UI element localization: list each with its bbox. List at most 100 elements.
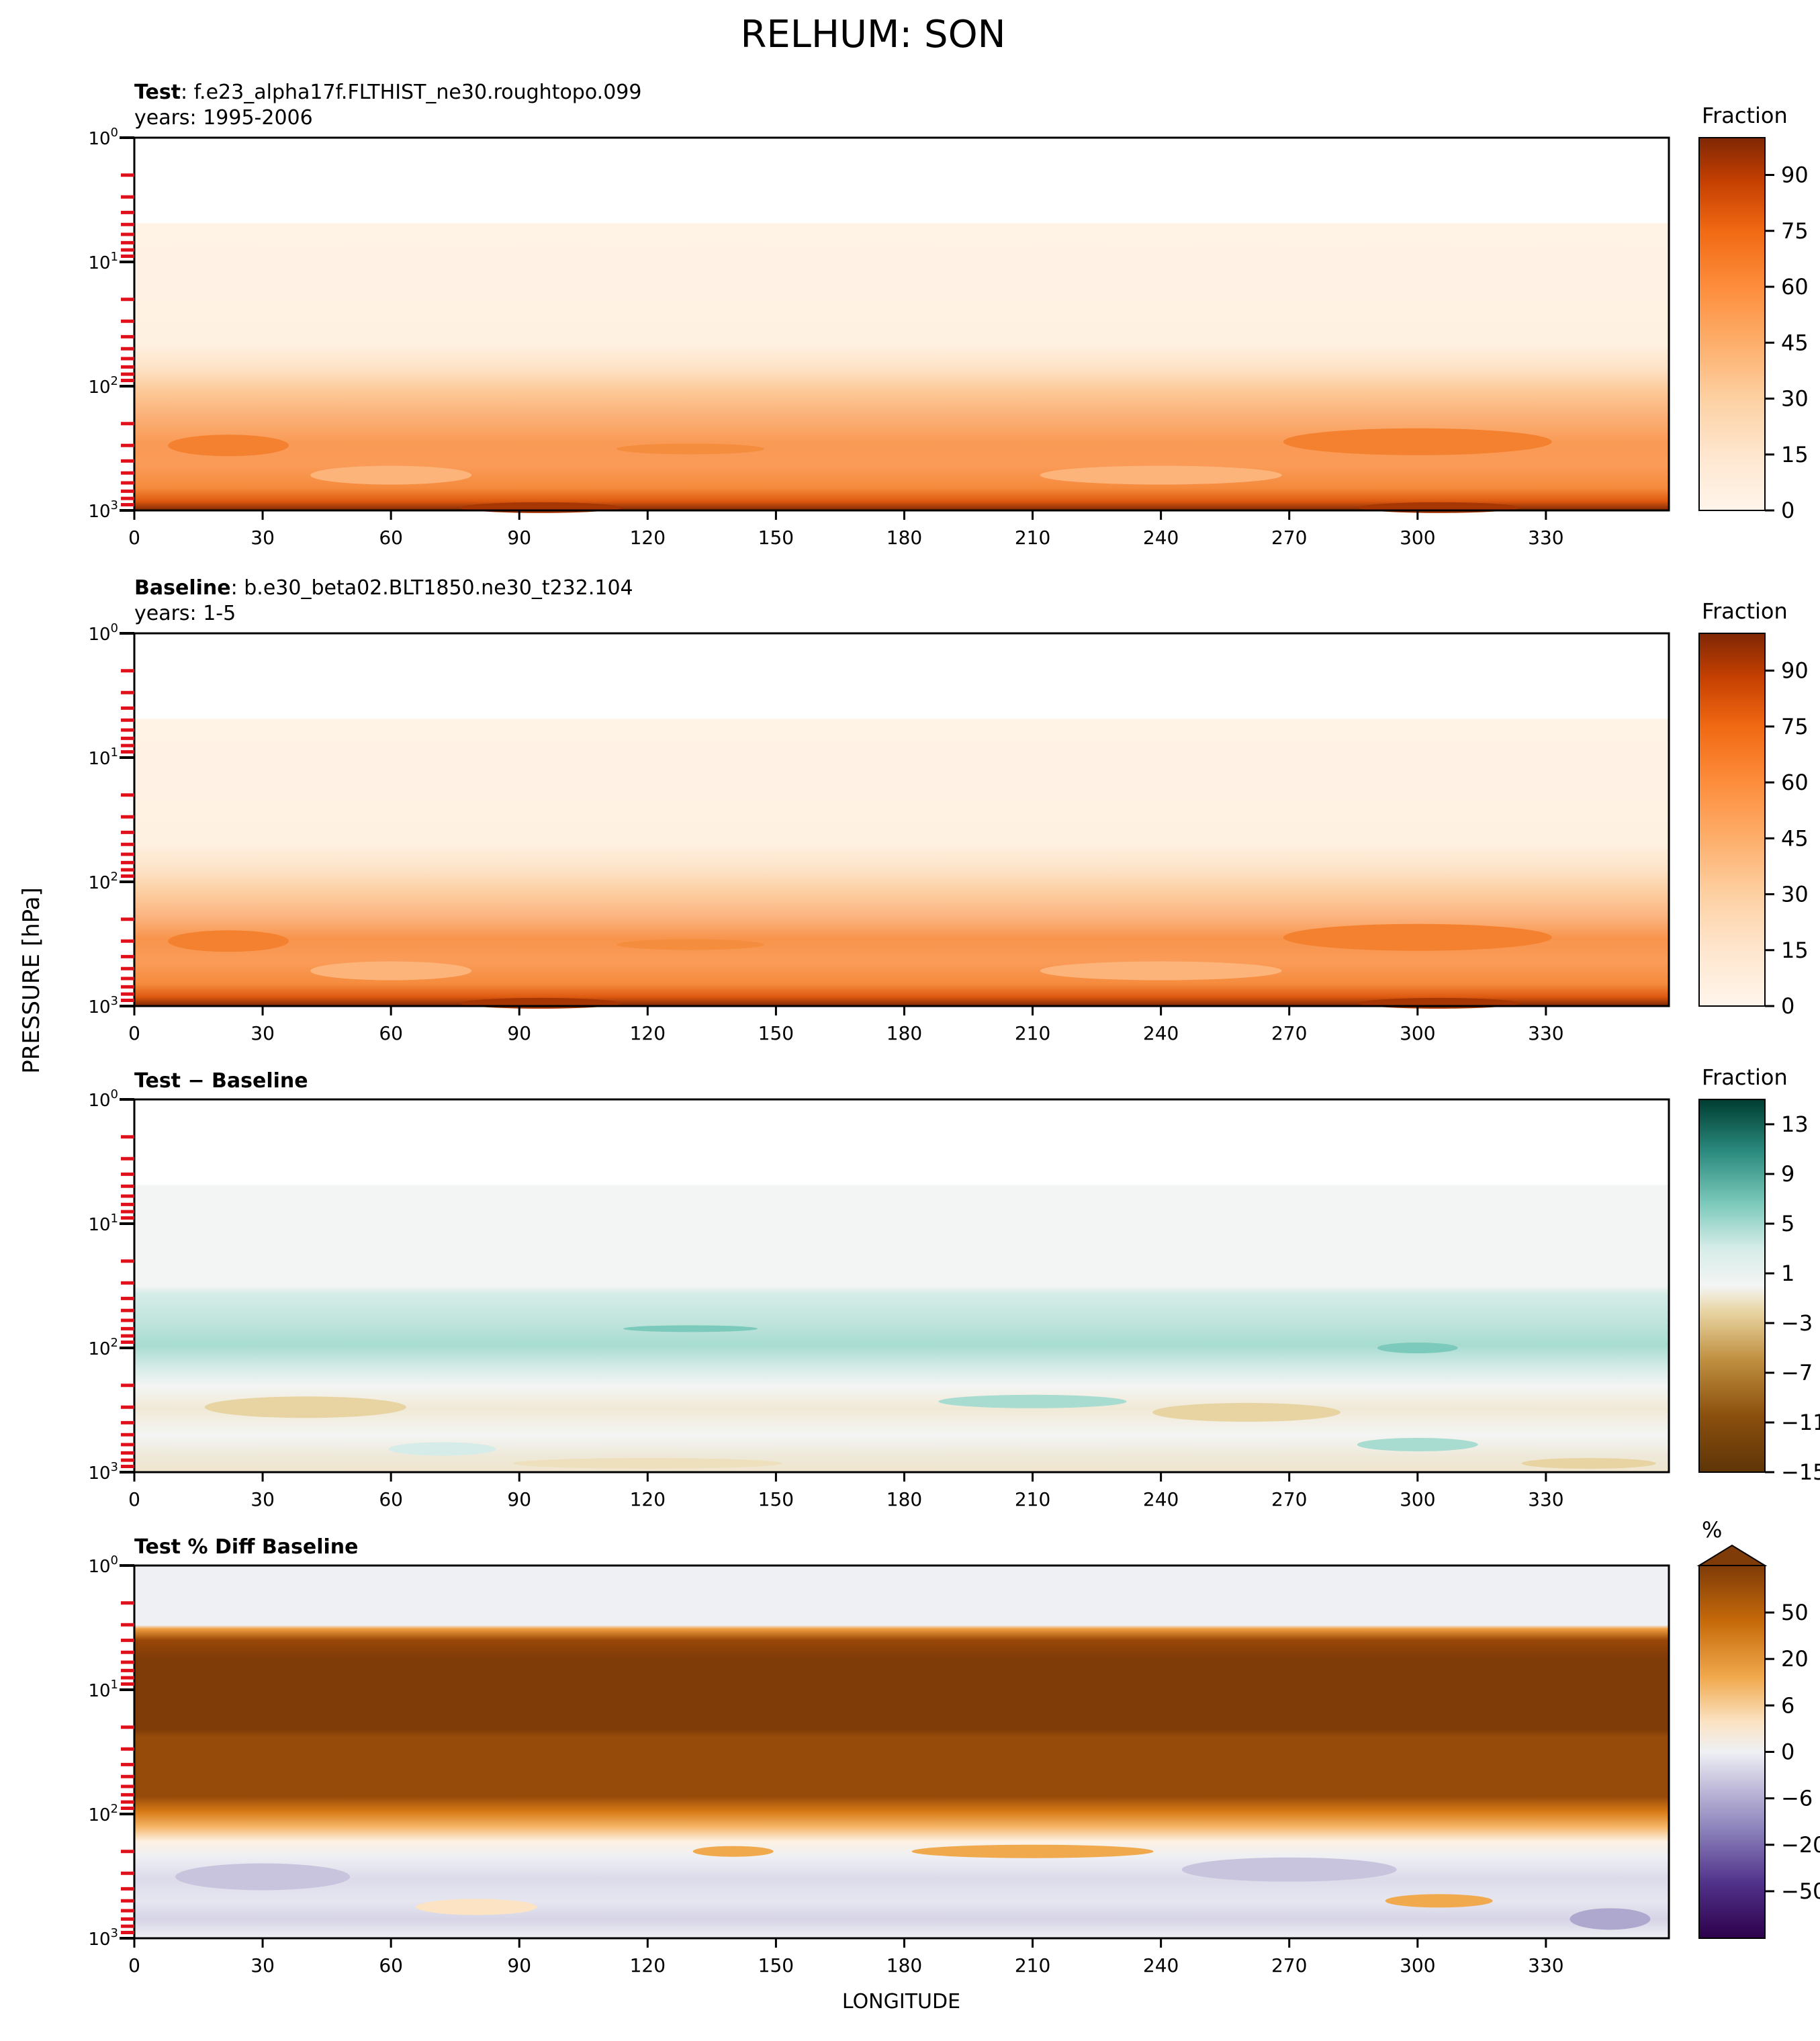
colorbar-label: Fraction [1702,1064,1788,1090]
x-tick-label: 210 [1015,527,1050,549]
x-tick-label: 120 [630,527,666,549]
colorbar-tick-label: 45 [1781,330,1809,355]
colorbar [1698,1565,1766,1939]
y-tick-label: 102 [88,1802,118,1825]
contour-blob [175,1863,351,1891]
y-tick-base: 10 [88,1091,110,1111]
colorbar-tick-label: 20 [1781,1646,1809,1672]
y-tick-exponent: 1 [111,250,118,264]
contour-blob [692,1846,774,1857]
x-tick-label: 240 [1143,527,1179,549]
y-tick-label: 103 [88,1926,118,1950]
x-tick-label: 150 [758,1022,794,1044]
x-tick-label: 120 [630,1022,666,1044]
x-tick-label: 30 [251,1954,275,1977]
y-tick-exponent: 2 [111,870,118,884]
y-tick-base: 10 [88,377,110,398]
panel-subtitle: years: 1995-2006 [134,106,313,130]
colorbar-tick-label: 75 [1781,218,1809,244]
y-tick-exponent: 1 [111,1212,118,1226]
x-tick-label: 180 [886,1954,922,1977]
x-tick-label: 300 [1400,1954,1435,1977]
contour-blob [617,939,765,950]
x-tick-label: 270 [1271,527,1307,549]
y-tick-exponent: 3 [111,1926,118,1940]
x-tick-label: 330 [1528,527,1563,549]
colorbar-tick-label: 60 [1781,770,1809,795]
colorbar-tick-label: 60 [1781,274,1809,300]
y-tick-label: 100 [88,1553,118,1577]
colorbar-tick-label: 0 [1781,993,1794,1019]
contour-field [134,1099,1669,1472]
panel-title-rest: : f.e23_alpha17f.FLTHIST_ne30.roughtopo.… [181,81,641,104]
contour-blob [416,1899,537,1915]
contour-blob [1283,428,1552,455]
panels: Test: f.e23_alpha17f.FLTHIST_ne30.rought… [88,81,1820,1977]
y-tick-label: 103 [88,994,118,1017]
y-tick-exponent: 0 [111,126,118,140]
colorbar-tick-label: −50 [1781,1878,1820,1904]
x-tick-label: 0 [128,1022,140,1044]
y-tick-base: 10 [88,253,110,273]
contour-blob [911,1844,1154,1858]
colorbar-tick-label: 45 [1781,825,1809,851]
x-tick-label: 30 [251,1488,275,1510]
y-tick-exponent: 0 [111,1087,118,1101]
x-tick-label: 210 [1015,1488,1050,1510]
x-tick-label: 90 [507,1488,531,1510]
colorbar-label: Fraction [1702,598,1788,624]
colorbar-tick-label: 0 [1781,1739,1794,1765]
contour-field [134,1566,1669,1938]
plot-frame [133,1098,1670,1473]
colorbar [1698,137,1766,511]
panel-title: Test − Baseline [134,1069,308,1093]
colorbar-tick-label: −15 [1781,1459,1820,1485]
y-tick-base: 10 [88,749,110,769]
y-tick-label: 101 [88,1678,118,1701]
panel-title-bold: Test − Baseline [134,1069,308,1093]
x-tick-label: 150 [758,1488,794,1510]
y-tick-exponent: 2 [111,374,118,388]
colorbar-tick-label: −6 [1781,1786,1813,1811]
colorbar-label: % [1702,1517,1722,1543]
colorbar [1698,1099,1766,1473]
x-tick-label: 210 [1015,1022,1050,1044]
panel-1: Test: f.e23_alpha17f.FLTHIST_ne30.rought… [88,81,1808,549]
x-tick-label: 330 [1528,1022,1563,1044]
x-tick-label: 0 [128,1488,140,1510]
contour-blob [1283,923,1552,951]
panel-title-bold: Test [134,81,181,104]
y-axis-label: PRESSURE [hPa] [18,887,45,1073]
contour-blob [204,1396,406,1418]
x-tick-label: 0 [128,1954,140,1977]
x-tick-label: 270 [1271,1954,1307,1977]
colorbar-tick-label: −7 [1781,1360,1813,1386]
colorbar-tick-label: 1 [1781,1261,1794,1286]
contour-blob [1040,465,1282,485]
contour-blob [168,435,289,457]
colorbar-tick-label: 5 [1781,1211,1794,1236]
y-tick-label: 102 [88,374,118,398]
plot-frame [133,136,1670,512]
y-tick-base: 10 [88,1805,110,1825]
x-tick-label: 150 [758,1954,794,1977]
y-tick-exponent: 2 [111,1802,118,1816]
panel-title-bold: Test % Diff Baseline [134,1535,359,1559]
x-tick-label: 120 [630,1488,666,1510]
y-tick-label: 100 [88,621,118,645]
y-tick-exponent: 3 [111,1460,118,1474]
panel-subtitle: years: 1-5 [134,602,236,625]
colorbar [1698,633,1766,1007]
colorbar-tick-label: 90 [1781,163,1809,188]
x-tick-label: 150 [758,527,794,549]
contour-blob [1385,1894,1493,1908]
x-tick-label: 180 [886,1022,922,1044]
y-tick-exponent: 1 [111,745,118,760]
plot-frame [133,1564,1670,1940]
colorbar-label: Fraction [1702,103,1788,128]
x-tick-label: 60 [379,1488,403,1510]
y-tick-label: 101 [88,745,118,769]
